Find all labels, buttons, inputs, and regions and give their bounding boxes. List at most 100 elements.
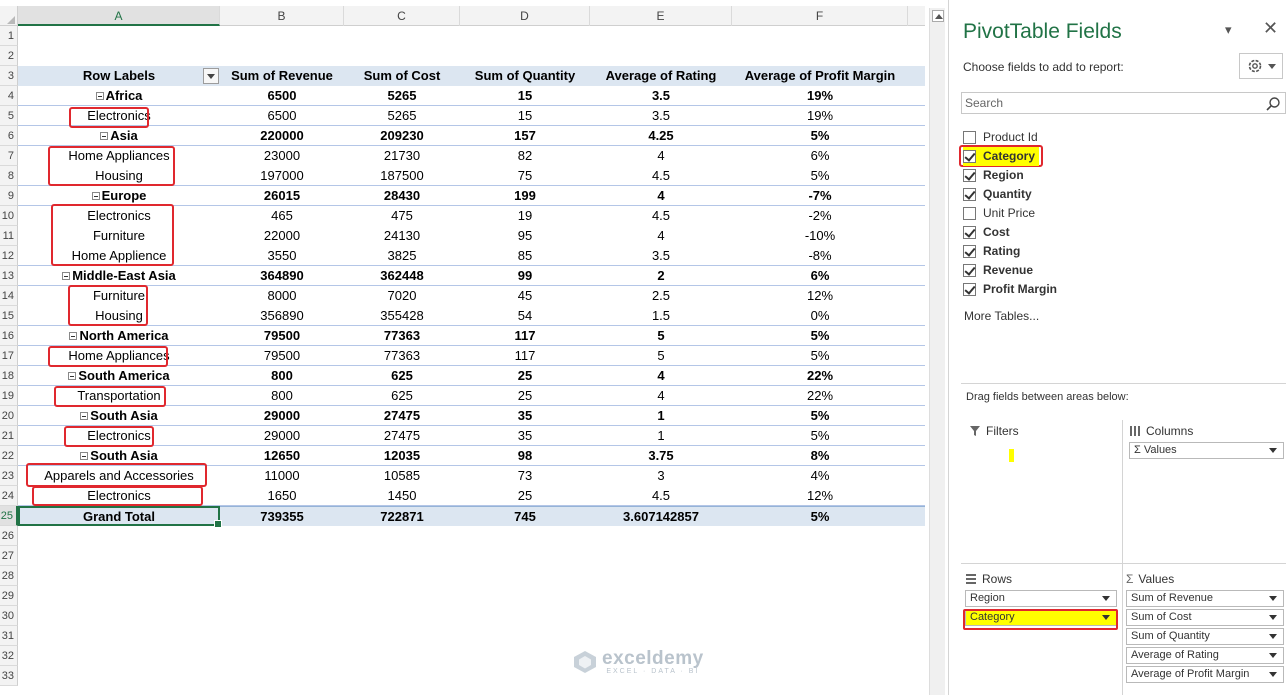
cell-rating[interactable]: 4 (590, 366, 732, 386)
cell-revenue[interactable]: 11000 (220, 466, 344, 486)
cell-profit-margin[interactable]: 19% (732, 86, 908, 106)
cell-revenue[interactable]: 8000 (220, 286, 344, 306)
columns-field-chip[interactable]: Σ Values (1129, 442, 1284, 459)
cell-profit-margin[interactable]: -8% (732, 246, 908, 266)
cell-revenue[interactable]: 800 (220, 366, 344, 386)
region-row[interactable]: South America 800 625 25 4 22% (18, 366, 925, 386)
category-row[interactable]: Home Applience 3550 3825 85 3.5 -8% (18, 246, 925, 266)
cell-revenue[interactable]: 29000 (220, 406, 344, 426)
sheet-row-empty[interactable] (18, 46, 925, 66)
cell-quantity[interactable]: 54 (460, 306, 590, 326)
row-header[interactable]: 33 (0, 666, 18, 686)
filters-area[interactable]: Filters (969, 422, 1119, 440)
cell-rating[interactable]: 4 (590, 186, 732, 206)
cell-quantity[interactable]: 25 (460, 386, 590, 406)
vertical-scrollbar[interactable] (929, 8, 945, 695)
field-unit-price[interactable]: Unit Price (963, 204, 1057, 223)
cell-rating[interactable]: 2.5 (590, 286, 732, 306)
cell-revenue[interactable]: 29000 (220, 426, 344, 446)
row-header[interactable]: 17 (0, 346, 18, 366)
collapse-icon[interactable] (69, 332, 78, 340)
column-header-d[interactable]: D (460, 6, 590, 26)
field-checkbox[interactable] (963, 264, 976, 277)
row-header[interactable]: 26 (0, 526, 18, 546)
cell-quantity[interactable]: 117 (460, 326, 590, 346)
cell-quantity[interactable]: 35 (460, 426, 590, 446)
header-row-labels[interactable]: Row Labels (82, 68, 156, 83)
column-header-e[interactable]: E (590, 6, 732, 26)
cell-label[interactable]: Home Appliances (18, 146, 220, 166)
field-quantity[interactable]: Quantity (963, 185, 1057, 204)
field-checkbox[interactable] (963, 283, 976, 296)
cell-rating[interactable]: 3.5 (590, 86, 732, 106)
row-header[interactable]: 5 (0, 106, 18, 126)
cell-label[interactable]: Housing (18, 306, 220, 326)
cell-label[interactable]: Electronics (18, 426, 220, 446)
category-row[interactable]: Transportation 800 625 25 4 22% (18, 386, 925, 406)
field-checkbox[interactable] (963, 131, 976, 144)
field-checkbox[interactable] (963, 207, 976, 220)
sheet-row-empty[interactable] (18, 26, 925, 46)
row-header[interactable]: 7 (0, 146, 18, 166)
row-header[interactable]: 31 (0, 626, 18, 646)
cell-profit-margin[interactable]: 12% (732, 286, 908, 306)
cell-quantity[interactable]: 95 (460, 226, 590, 246)
row-header[interactable]: 14 (0, 286, 18, 306)
cell-quantity[interactable]: 82 (460, 146, 590, 166)
row-header[interactable]: 3 (0, 66, 18, 86)
cell-label[interactable]: Home Appliances (18, 346, 220, 366)
columns-area[interactable]: Columns Σ Values (1129, 422, 1284, 459)
cell-revenue[interactable]: 364890 (220, 266, 344, 286)
close-icon[interactable]: ✕ (1263, 18, 1279, 38)
field-product-id[interactable]: Product Id (963, 128, 1057, 147)
cell-profit-margin[interactable]: 12% (732, 486, 908, 506)
cell-profit-margin[interactable]: -7% (732, 186, 908, 206)
cell-quantity[interactable]: 19 (460, 206, 590, 226)
row-header[interactable]: 6 (0, 126, 18, 146)
column-header-c[interactable]: C (344, 6, 460, 26)
cell-label[interactable]: South Asia (18, 406, 220, 426)
cell-cost[interactable]: 209230 (344, 126, 460, 146)
cell-rating[interactable]: 4 (590, 386, 732, 406)
header-avg-rating[interactable]: Average of Rating (605, 68, 717, 83)
cell-cost[interactable]: 187500 (344, 166, 460, 186)
cell-cost[interactable]: 355428 (344, 306, 460, 326)
cell-profit-margin[interactable]: 5% (732, 346, 908, 366)
cell-cost[interactable]: 27475 (344, 426, 460, 446)
cell-quantity[interactable]: 199 (460, 186, 590, 206)
cell-quantity[interactable]: 15 (460, 106, 590, 126)
header-sum-quantity[interactable]: Sum of Quantity (474, 68, 576, 83)
cell-label[interactable]: South Asia (18, 446, 220, 466)
cell-profit-margin[interactable]: 22% (732, 366, 908, 386)
cell-cost[interactable]: 7020 (344, 286, 460, 306)
field-checkbox[interactable] (963, 188, 976, 201)
cell-rating[interactable]: 3 (590, 466, 732, 486)
region-row[interactable]: Europe 26015 28430 199 4 -7% (18, 186, 925, 206)
cell-rating[interactable]: 1 (590, 426, 732, 446)
collapse-icon[interactable] (91, 192, 100, 200)
category-row[interactable]: Furniture 22000 24130 95 4 -10% (18, 226, 925, 246)
column-header-b[interactable]: B (220, 6, 344, 26)
header-sum-cost[interactable]: Sum of Cost (363, 68, 441, 83)
active-cell-a25[interactable] (18, 506, 222, 528)
cell-cost[interactable]: 5265 (344, 86, 460, 106)
row-header[interactable]: 22 (0, 446, 18, 466)
rows-field-chip-category[interactable]: Category (965, 609, 1117, 626)
cell-revenue[interactable]: 197000 (220, 166, 344, 186)
cell-profit-margin[interactable]: 5% (732, 126, 908, 146)
cell-profit-margin[interactable]: -2% (732, 206, 908, 226)
cell-rating[interactable]: 3.5 (590, 106, 732, 126)
cell-revenue[interactable]: 12650 (220, 446, 344, 466)
cell-revenue[interactable]: 79500 (220, 346, 344, 366)
cell-rating[interactable]: 4.5 (590, 166, 732, 186)
field-checkbox[interactable] (963, 169, 976, 182)
cell-revenue[interactable]: 6500 (220, 106, 344, 126)
cell-profit-margin[interactable]: 6% (732, 266, 908, 286)
cell-quantity[interactable]: 98 (460, 446, 590, 466)
cell-profit-margin[interactable]: -10% (732, 226, 908, 246)
cell-profit-margin[interactable]: 22% (732, 386, 908, 406)
values-field-chip[interactable]: Average of Profit Margin (1126, 666, 1284, 683)
values-area[interactable]: Σ Values Sum of Revenue Sum of Cost Sum of… (1126, 570, 1284, 683)
cell-cost[interactable]: 21730 (344, 146, 460, 166)
region-row[interactable]: South Asia 12650 12035 98 3.75 8% (18, 446, 925, 466)
